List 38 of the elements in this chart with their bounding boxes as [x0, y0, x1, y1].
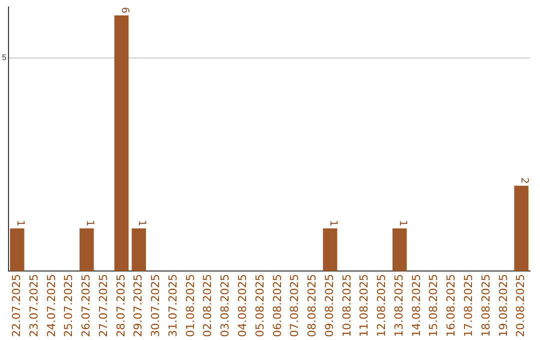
x-tick-label: 17.08.2025	[462, 274, 476, 338]
data-label: 1	[327, 220, 338, 226]
x-tick-label: 30.07.2025	[149, 274, 162, 338]
data-label: 1	[84, 220, 96, 226]
x-tick-label: 11.08.2025	[358, 274, 371, 338]
data-label: 1	[136, 220, 148, 226]
x-tick-label: 09.08.2025	[322, 274, 336, 338]
data-label: 1	[14, 220, 26, 226]
x-tick-label: 28.07.2025	[114, 274, 128, 338]
x-tick-label: 07.08.2025	[288, 274, 302, 338]
x-tick-label: 26.07.2025	[80, 274, 93, 338]
x-tick-label: 05.08.2025	[253, 274, 266, 338]
x-tick-label: 08.08.2025	[306, 274, 319, 338]
x-tick-label: 04.08.2025	[236, 274, 250, 338]
x-tick-label: 24.07.2025	[44, 274, 58, 338]
x-tick-label: 23.07.2025	[27, 274, 40, 338]
data-label: 2	[518, 177, 530, 184]
x-tick-label: 19.08.2025	[496, 274, 510, 338]
x-tick-label: 10.08.2025	[340, 274, 354, 338]
data-label: 1	[397, 220, 408, 226]
data-label: 6	[118, 6, 130, 14]
x-tick-label: 12.08.2025	[375, 274, 388, 338]
x-tick-label: 01.08.2025	[184, 274, 197, 338]
x-tick-label: 22.07.2025	[10, 274, 23, 338]
x-tick-label: 29.07.2025	[132, 274, 145, 338]
x-tick-label: 02.08.2025	[201, 274, 214, 338]
x-tick-label: 15.08.2025	[427, 274, 440, 338]
x-tick-label: 03.08.2025	[218, 274, 232, 338]
x-tick-label: 16.08.2025	[444, 274, 458, 338]
x-tick-label: 06.08.2025	[270, 274, 284, 338]
x-tick-label: 31.07.2025	[166, 274, 180, 338]
x-tick-label: 14.08.2025	[410, 274, 423, 338]
x-tick-label: 18.08.2025	[479, 274, 492, 338]
y-tick-label: 5	[2, 53, 7, 62]
x-tick-label: 27.07.2025	[96, 274, 110, 338]
x-tick-label: 25.07.2025	[62, 274, 76, 338]
x-tick-label: 20.08.2025	[514, 274, 528, 338]
x-tick-label: 13.08.2025	[392, 274, 406, 338]
